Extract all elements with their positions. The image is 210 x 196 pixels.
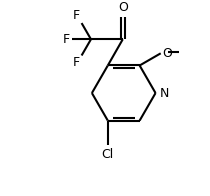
Text: F: F xyxy=(73,56,80,69)
Text: N: N xyxy=(160,87,169,100)
Text: F: F xyxy=(62,33,70,46)
Text: Cl: Cl xyxy=(102,148,114,161)
Text: F: F xyxy=(73,9,80,22)
Text: O: O xyxy=(163,47,172,60)
Text: O: O xyxy=(118,1,128,14)
